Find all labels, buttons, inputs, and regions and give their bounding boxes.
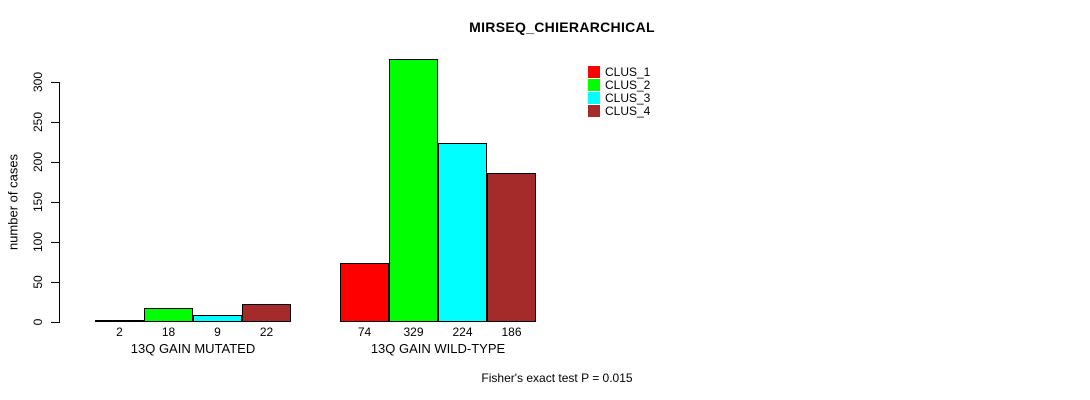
annotation-fisher-test: Fisher's exact test P = 0.015 — [481, 371, 633, 385]
y-tick-label: 250 — [31, 111, 45, 133]
category-label: 13Q GAIN MUTATED — [130, 341, 256, 356]
y-axis-line — [59, 82, 60, 323]
bar-value-label: 9 — [214, 325, 221, 339]
chart-title: MIRSEQ_CHIERARCHICAL — [469, 19, 655, 35]
bar-clus_1-group2 — [340, 263, 389, 322]
legend-label: CLUS_3 — [605, 91, 651, 105]
category-label: 13Q GAIN WILD-TYPE — [370, 341, 506, 356]
legend-swatch-icon — [588, 105, 600, 117]
bar-clus_3-group2 — [438, 143, 487, 322]
legend-swatch-icon — [588, 66, 600, 78]
bar-value-label: 186 — [501, 325, 522, 339]
legend-label: CLUS_2 — [605, 78, 651, 92]
bar-value-label: 18 — [161, 325, 176, 339]
y-tick-label: 50 — [31, 275, 45, 289]
bar-clus_2-group2 — [389, 59, 438, 322]
y-tick-label: 150 — [31, 191, 45, 213]
legend-swatch-icon — [588, 92, 600, 104]
y-tick-label: 300 — [31, 71, 45, 93]
bar-value-label: 224 — [452, 325, 473, 339]
legend-label: CLUS_1 — [605, 65, 651, 79]
y-tick-mark — [51, 322, 59, 323]
bar-value-label: 2 — [116, 325, 123, 339]
bar-clus_2-group1 — [144, 308, 193, 322]
bar-clus_3-group1 — [193, 315, 242, 322]
y-tick-mark — [51, 242, 59, 243]
bar-value-label: 74 — [357, 325, 372, 339]
y-tick-mark — [51, 162, 59, 163]
y-tick-mark — [51, 202, 59, 203]
legend-label: CLUS_4 — [605, 104, 651, 118]
y-tick-mark — [51, 282, 59, 283]
bar-clus_4-group1 — [242, 304, 291, 322]
y-tick-mark — [51, 122, 59, 123]
bar-value-label: 22 — [259, 325, 274, 339]
y-tick-label: 100 — [31, 231, 45, 253]
legend-swatch-icon — [588, 79, 600, 91]
bar-clus_1-group1 — [95, 320, 144, 322]
bar-clus_4-group2 — [487, 173, 536, 322]
bar-value-label: 329 — [403, 325, 424, 339]
y-tick-label: 200 — [31, 151, 45, 173]
y-tick-label: 0 — [31, 318, 45, 326]
y-tick-mark — [51, 82, 59, 83]
